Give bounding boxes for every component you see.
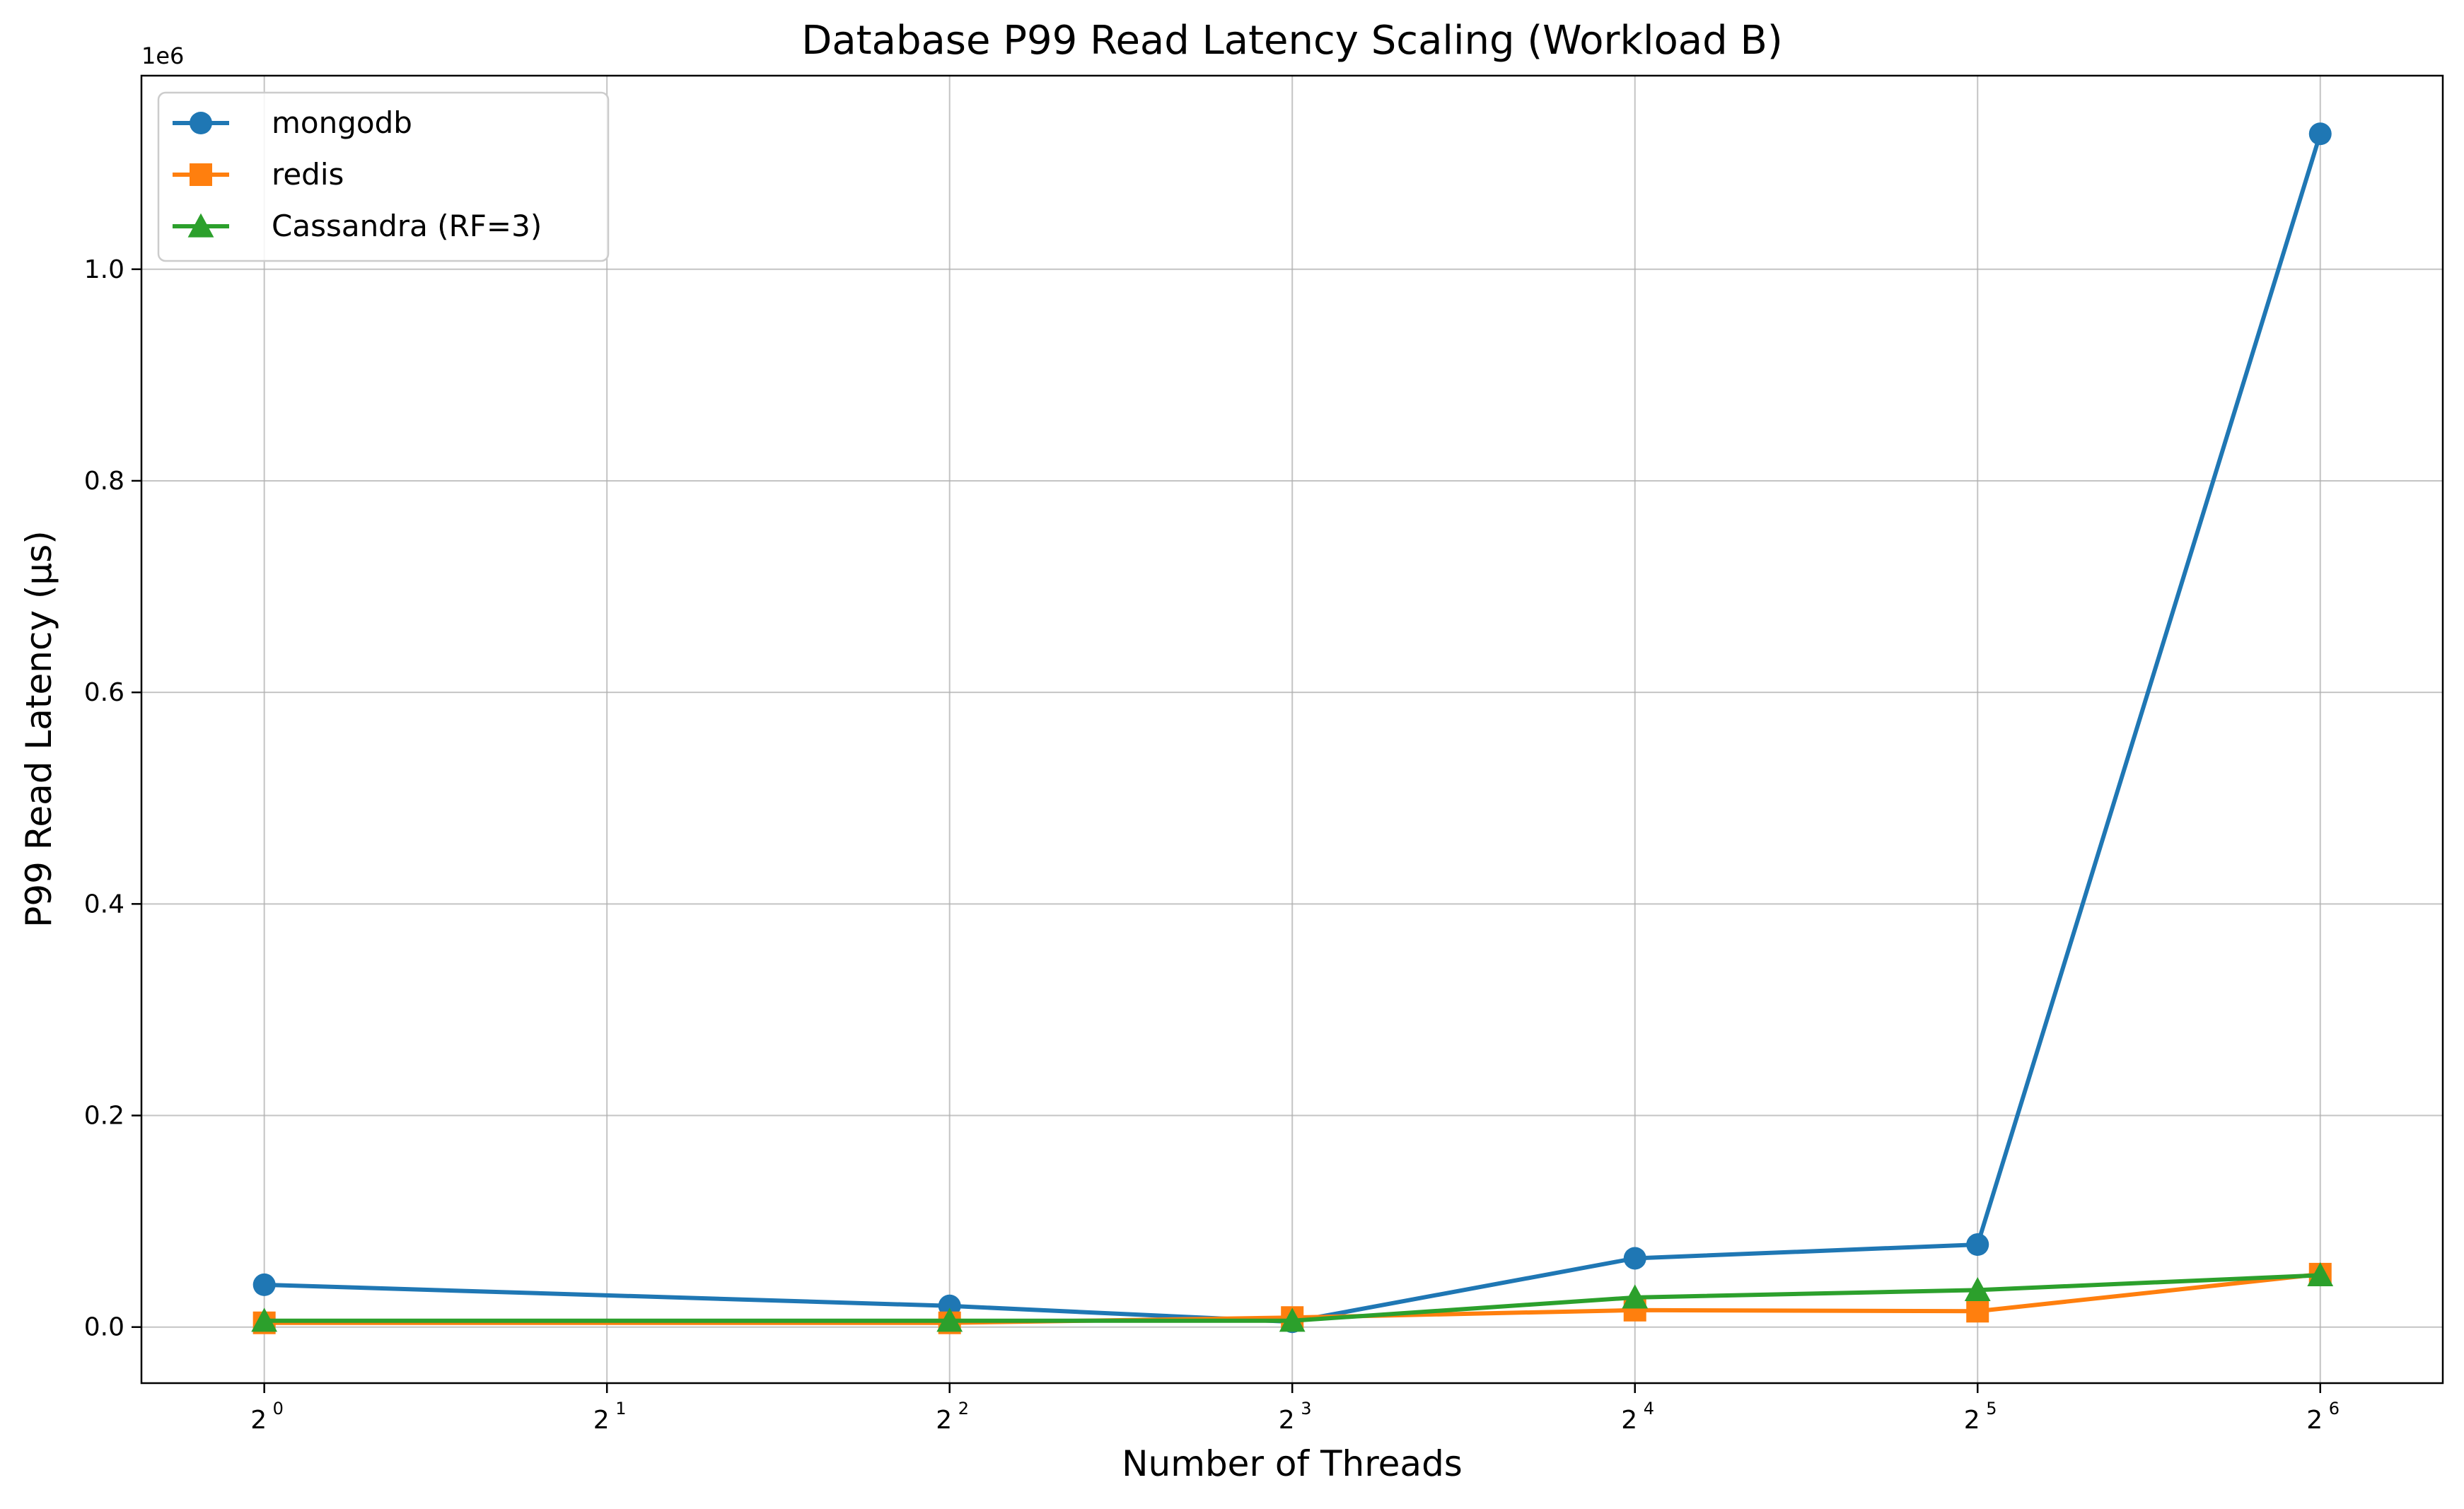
x-tick-base: 2 bbox=[1621, 1406, 1637, 1435]
series-line bbox=[264, 1273, 2320, 1323]
x-tick-base: 2 bbox=[1964, 1406, 1980, 1435]
legend-marker bbox=[190, 163, 212, 186]
legend-marker bbox=[187, 213, 214, 238]
legend-item: mongodb bbox=[173, 105, 412, 140]
series-lines bbox=[251, 122, 2334, 1334]
data-point bbox=[252, 1273, 276, 1296]
legend: mongodb redis Cassandra (RF=3) bbox=[157, 91, 610, 262]
x-tick-base: 2 bbox=[250, 1406, 267, 1435]
x-tick-exponent: 6 bbox=[2329, 1399, 2340, 1418]
x-tick-exponent: 4 bbox=[1644, 1399, 1654, 1418]
x-tick-base: 2 bbox=[2306, 1406, 2323, 1435]
y-tick-label: 0.8 bbox=[84, 467, 124, 496]
legend-box bbox=[157, 91, 610, 262]
grid bbox=[141, 76, 2443, 1383]
axes: 2 0 2 1 2 2 2 3 2 4 2 5 2 60.00.20.40.60.81.0 bbox=[84, 255, 2340, 1435]
x-tick-exponent: 1 bbox=[615, 1399, 626, 1418]
y-tick-label: 0.4 bbox=[84, 890, 124, 919]
y-tick-label: 0.2 bbox=[84, 1102, 124, 1131]
x-tick-exponent: 0 bbox=[273, 1399, 284, 1418]
data-point bbox=[251, 1307, 278, 1332]
y-axis-label: P99 Read Latency (µs) bbox=[18, 530, 59, 928]
y-tick-label: 0.0 bbox=[84, 1313, 124, 1342]
y-tick-label: 0.6 bbox=[84, 678, 124, 707]
x-axis-label: Number of Threads bbox=[1122, 1443, 1463, 1484]
data-point bbox=[936, 1307, 963, 1332]
chart-title: Database P99 Read Latency Scaling (Workl… bbox=[801, 18, 1783, 64]
x-tick-base: 2 bbox=[593, 1406, 610, 1435]
legend-item: Cassandra (RF=3) bbox=[173, 209, 542, 243]
data-point bbox=[1622, 1284, 1649, 1309]
legend-item: redis bbox=[173, 157, 344, 192]
x-tick-exponent: 2 bbox=[958, 1399, 969, 1418]
data-point bbox=[1966, 1300, 1989, 1323]
x-tick-base: 2 bbox=[1279, 1406, 1295, 1435]
data-point bbox=[2308, 122, 2332, 146]
data-point bbox=[1279, 1307, 1306, 1332]
y-axis-offset-label: 1e6 bbox=[141, 42, 184, 69]
data-point bbox=[1623, 1247, 1646, 1270]
data-point bbox=[1966, 1233, 1989, 1257]
data-point bbox=[2307, 1262, 2334, 1287]
x-tick-base: 2 bbox=[936, 1406, 952, 1435]
x-tick-exponent: 3 bbox=[1301, 1399, 1311, 1418]
y-tick-label: 1.0 bbox=[84, 255, 124, 284]
legend-label: mongodb bbox=[272, 105, 412, 140]
legend-label: Cassandra (RF=3) bbox=[272, 209, 542, 243]
legend-marker bbox=[190, 112, 212, 134]
series-line bbox=[264, 133, 2323, 1324]
x-tick-exponent: 5 bbox=[1986, 1399, 1997, 1418]
data-point bbox=[1964, 1276, 1991, 1301]
series-cassandra-rf-3 bbox=[251, 1262, 2334, 1332]
legend-label: redis bbox=[272, 157, 344, 192]
